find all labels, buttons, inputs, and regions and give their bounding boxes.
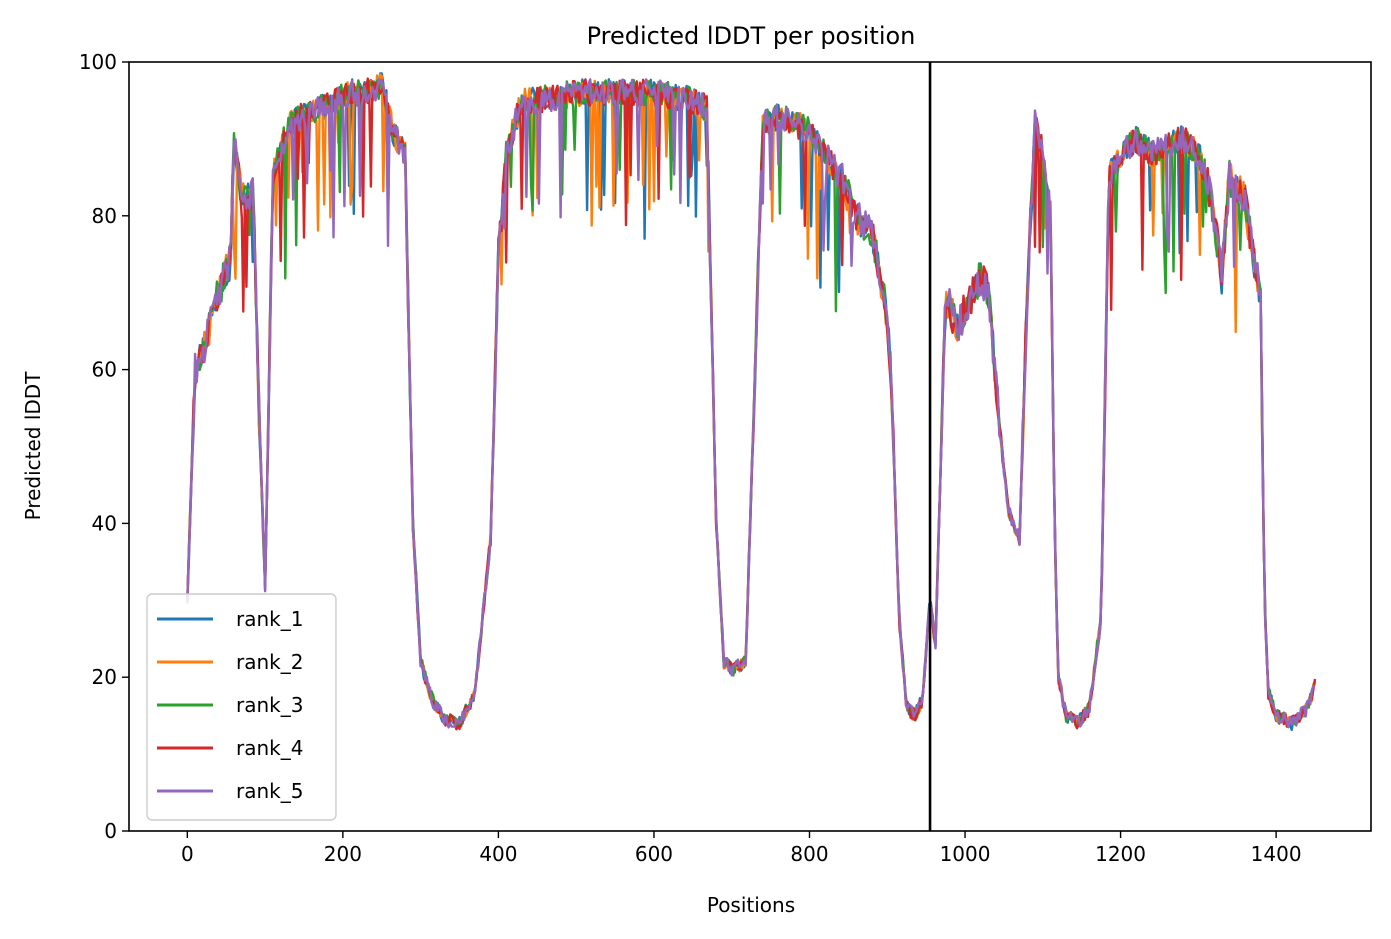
legend-label-rank-1: rank_1 (236, 607, 303, 631)
series-line-rank-4 (186, 77, 1317, 731)
x-tick-label: 600 (635, 842, 673, 866)
y-axis-ticks: 0 20 40 60 80 100 (79, 50, 129, 843)
legend-label-rank-4: rank_4 (236, 736, 303, 760)
x-tick-label: 200 (324, 842, 362, 866)
x-tick-label: 0 (181, 842, 194, 866)
x-tick-label: 1400 (1251, 842, 1302, 866)
y-tick-label: 80 (92, 204, 117, 228)
legend-label-rank-5: rank_5 (236, 779, 303, 803)
y-tick-label: 0 (104, 819, 117, 843)
y-axis-label: Predicted lDDT (21, 371, 45, 521)
chart-title: Predicted lDDT per position (587, 22, 916, 50)
x-tick-label: 400 (479, 842, 517, 866)
legend-label-rank-3: rank_3 (236, 693, 303, 717)
series-lines (186, 72, 1317, 732)
series-line-rank-1 (186, 72, 1317, 732)
x-axis-ticks: 0 200 400 600 800 1000 1200 1400 (181, 831, 1302, 866)
series-line-rank-3 (186, 78, 1316, 730)
series-line-rank-5 (186, 78, 1316, 729)
x-tick-label: 1000 (940, 842, 991, 866)
x-tick-label: 800 (790, 842, 828, 866)
series-line-rank-2 (186, 73, 1317, 728)
y-tick-label: 100 (79, 50, 117, 74)
x-axis-label: Positions (707, 893, 795, 917)
y-tick-label: 20 (92, 665, 117, 689)
y-tick-label: 40 (92, 511, 117, 535)
axes-frame (128, 61, 1372, 832)
x-tick-label: 1200 (1095, 842, 1146, 866)
legend-box (146, 593, 337, 821)
legend: rank_1 rank_2 rank_3 rank_4 rank_5 (146, 593, 337, 821)
y-tick-label: 60 (92, 358, 117, 382)
legend-label-rank-2: rank_2 (236, 650, 303, 674)
